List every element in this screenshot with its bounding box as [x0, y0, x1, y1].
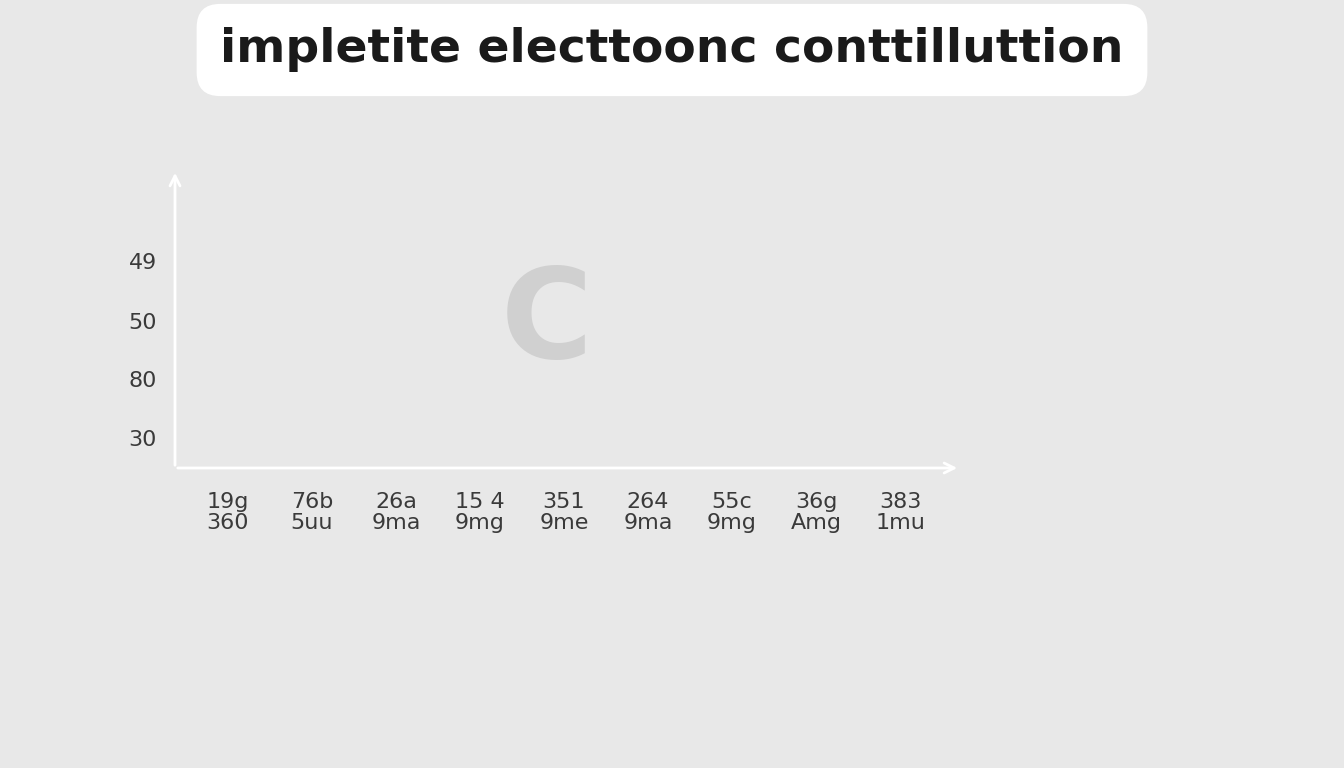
Text: 55c: 55c [711, 492, 753, 512]
Text: 360: 360 [207, 513, 249, 533]
Text: 1mu: 1mu [875, 513, 925, 533]
Text: 383: 383 [879, 492, 921, 512]
Text: impletite electtoonc conttilluttion: impletite electtoonc conttilluttion [220, 28, 1124, 72]
Text: 50: 50 [129, 313, 157, 333]
Text: Amg: Amg [790, 513, 841, 533]
Text: 264: 264 [626, 492, 669, 512]
Text: 36g: 36g [794, 492, 837, 512]
Text: 351: 351 [543, 492, 585, 512]
Text: 9ma: 9ma [371, 513, 421, 533]
Text: 26a: 26a [375, 492, 417, 512]
Text: 15 4: 15 4 [456, 492, 505, 512]
Text: 9me: 9me [539, 513, 589, 533]
Text: 9mg: 9mg [456, 513, 505, 533]
Text: 49: 49 [129, 253, 157, 273]
Text: 5uu: 5uu [290, 513, 333, 533]
Text: 9ma: 9ma [624, 513, 673, 533]
Text: 9mg: 9mg [707, 513, 757, 533]
Text: C: C [501, 263, 593, 383]
Text: 76b: 76b [290, 492, 333, 512]
Text: 80: 80 [129, 371, 157, 391]
Text: 30: 30 [129, 430, 157, 450]
Text: 19g: 19g [207, 492, 249, 512]
